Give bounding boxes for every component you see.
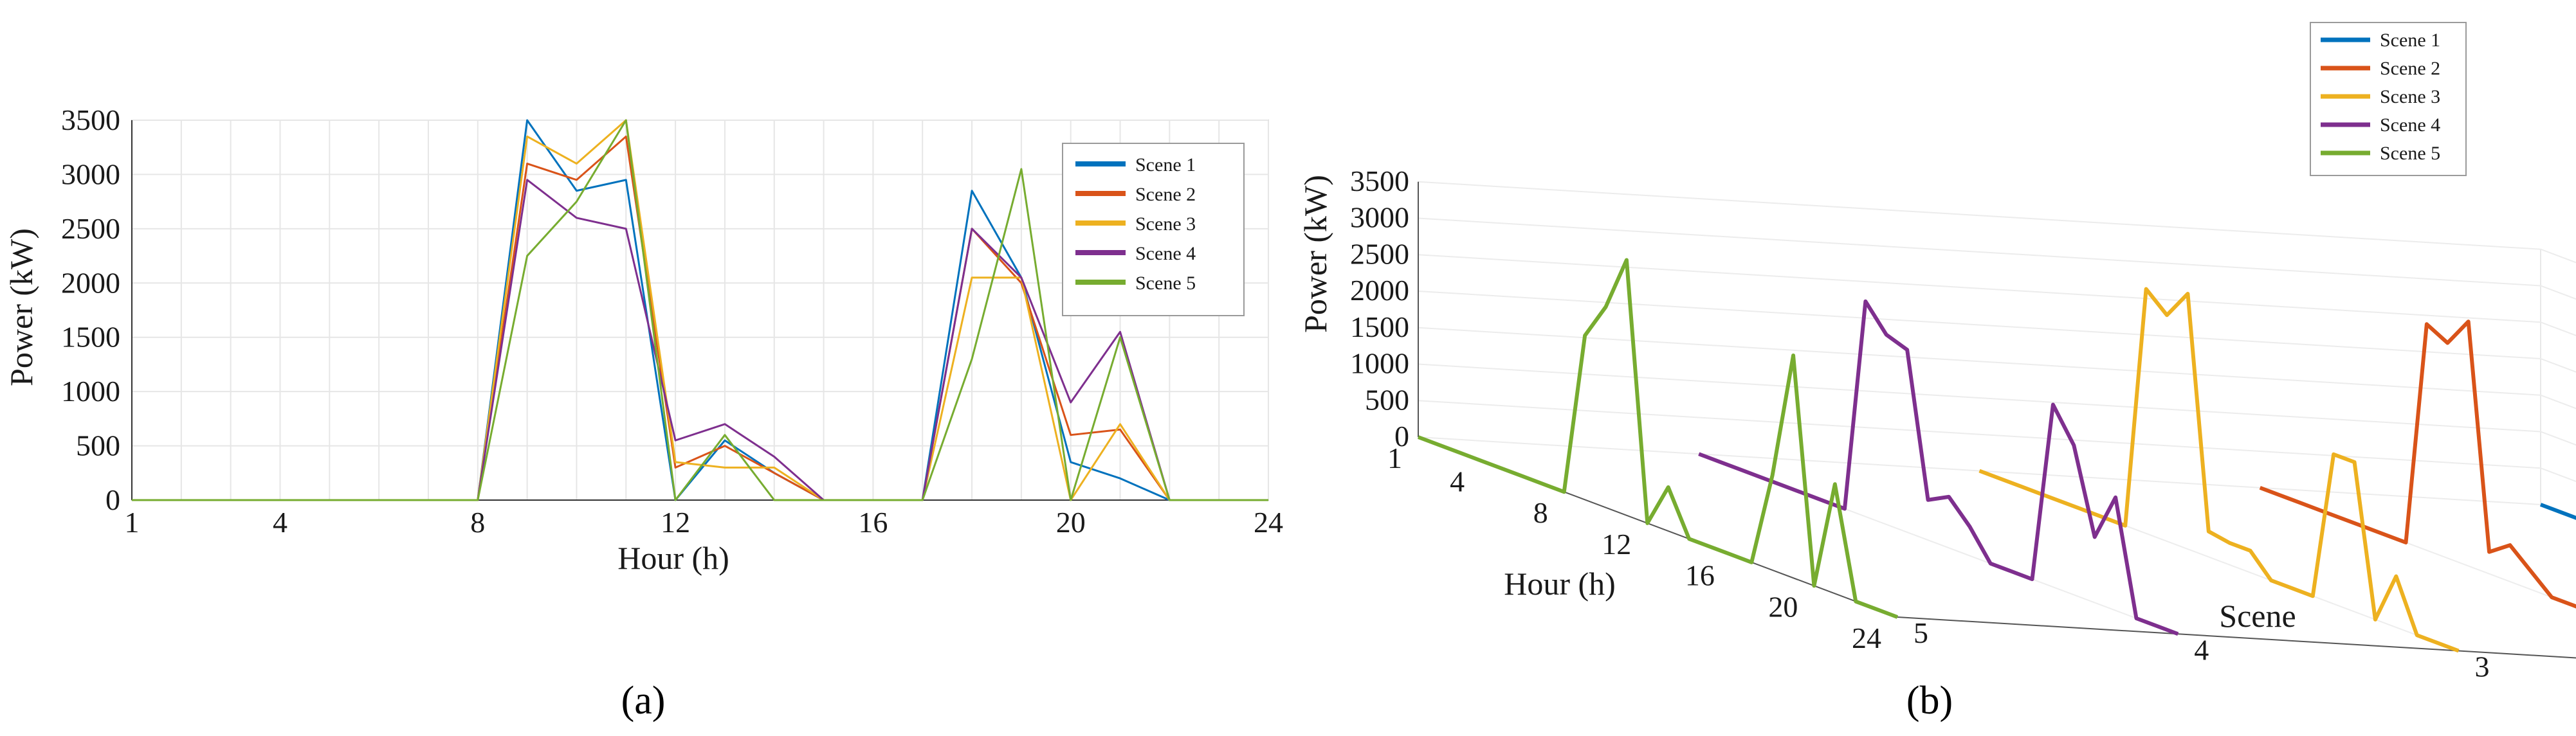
panel-a-legend-entry: Scene 4 [1135, 243, 1196, 264]
panel-b-legend-box [2310, 22, 2467, 176]
panel-b-grid-floor [2260, 487, 2576, 607]
panel-a-x-tick-label: 8 [470, 506, 485, 539]
panel-b-x-axis-label: Hour (h) [1504, 566, 1616, 602]
panel-a-y-tick-label: 2000 [61, 266, 120, 299]
panel-b-legend-entry: Scene 2 [2380, 58, 2440, 79]
panel-b-legend-entry: Scene 4 [2380, 114, 2440, 136]
panel-a-legend-box [1062, 143, 1245, 316]
panel-b-scene-axis-label: Scene [2219, 598, 2296, 634]
panel-b-x-tick-label: 12 [1602, 528, 1631, 561]
panel-a-x-tick-label: 1 [125, 506, 140, 539]
panel-a-y-tick-label: 500 [76, 429, 120, 462]
panel-b-x-tick-label: 16 [1685, 559, 1715, 592]
panel-b-grid-z [1418, 254, 2576, 336]
panel-b-grid-z [1418, 217, 2576, 300]
panel-a-x-tick-label: 12 [661, 506, 690, 539]
panel-b-label: (b) [1906, 679, 1953, 723]
panel-b-grid-z [1418, 400, 2576, 482]
panel-b-x-tick-label: 24 [1852, 622, 1881, 654]
panel-a-y-tick-label: 3500 [61, 103, 120, 136]
panel-b-z-tick-label: 3000 [1350, 201, 1409, 234]
panel-b-series-line [2539, 503, 2576, 520]
panel-b-series-line [2259, 319, 2576, 609]
panel-a-y-tick-label: 2500 [61, 212, 120, 245]
panel-b-scene-tick-label: 3 [2475, 651, 2490, 683]
panel-b-grid-z [1418, 327, 2576, 409]
panel-a-y-tick-label: 0 [105, 483, 120, 516]
panel-b-legend: Scene 1 Scene 2 Scene 3 Scene 4 Scene 5 [2310, 22, 2467, 176]
panel-b-grid-z [1418, 181, 2576, 264]
panel-a-x-tick-label: 16 [858, 506, 888, 539]
panel-b-chart: 0500100015002000250030003500148121620241… [1350, 22, 2576, 683]
panel-b-z-tick-label: 2500 [1350, 237, 1409, 270]
panel-a-x-tick-label: 20 [1056, 506, 1086, 539]
panel-b-scene-tick-label: 5 [1914, 616, 1928, 649]
panel-a-legend-entry: Scene 3 [1135, 213, 1196, 235]
panel-b-series-line [1978, 287, 2460, 653]
panel-b-z-axis-label: Power (kW) [1297, 175, 1333, 333]
panel-b-scene-tick-label: 4 [2194, 633, 2209, 666]
panel-b-legend-entry: Scene 5 [2380, 143, 2440, 164]
panel-b-z-tick-label: 1500 [1350, 310, 1409, 343]
panel-a-legend: Scene 1 Scene 2 Scene 3 Scene 4 Scene 5 [1062, 143, 1245, 316]
panel-a-x-tick-label: 24 [1254, 506, 1283, 539]
panel-a-x-tick-label: 4 [273, 506, 288, 539]
panel-b-z-tick-label: 2000 [1350, 274, 1409, 307]
panel-b-z-tick-label: 0 [1394, 420, 1409, 453]
panel-a-label: (a) [621, 679, 666, 723]
panel-b-z-tick-label: 3500 [1350, 165, 1409, 197]
panel-b-x-tick-label: 8 [1533, 496, 1548, 529]
panel-b-series-line [1417, 258, 1899, 619]
panel-a-y-tick-label: 1500 [61, 321, 120, 354]
panel-b-x-tick-label: 1 [1387, 442, 1402, 474]
panel-b-grid-z [1418, 291, 2576, 373]
panel-b-z-tick-label: 1000 [1350, 347, 1409, 380]
panel-a-y-axis-label: Power (kW) [3, 228, 39, 386]
panel-b-z-tick-label: 500 [1365, 383, 1409, 416]
panel-a-legend-entry: Scene 2 [1135, 184, 1196, 205]
panel-b-legend-entry: Scene 3 [2380, 86, 2440, 107]
panel-b-series-line [1698, 299, 2179, 636]
panel-a-y-tick-label: 1000 [61, 375, 120, 408]
panel-b-x-tick-label: 20 [1768, 590, 1798, 623]
panel-b-x-tick-label: 4 [1450, 465, 1465, 498]
panel-a-series-line [132, 119, 1268, 501]
panel-a-x-axis-label: Hour (h) [617, 540, 729, 576]
panel-a-chart: 0 500 1000 1500 2000 2500 3000 3500 1 4 8 12 16 20 24 S… [61, 103, 1283, 539]
panel-a-legend-entry: Scene 1 [1135, 154, 1196, 175]
panel-b-grid-z [1418, 363, 2576, 446]
panel-b-legend-entry: Scene 1 [2380, 30, 2440, 51]
panel-a-y-tick-label: 3000 [61, 157, 120, 190]
panel-a-legend-entry: Scene 5 [1135, 273, 1196, 294]
